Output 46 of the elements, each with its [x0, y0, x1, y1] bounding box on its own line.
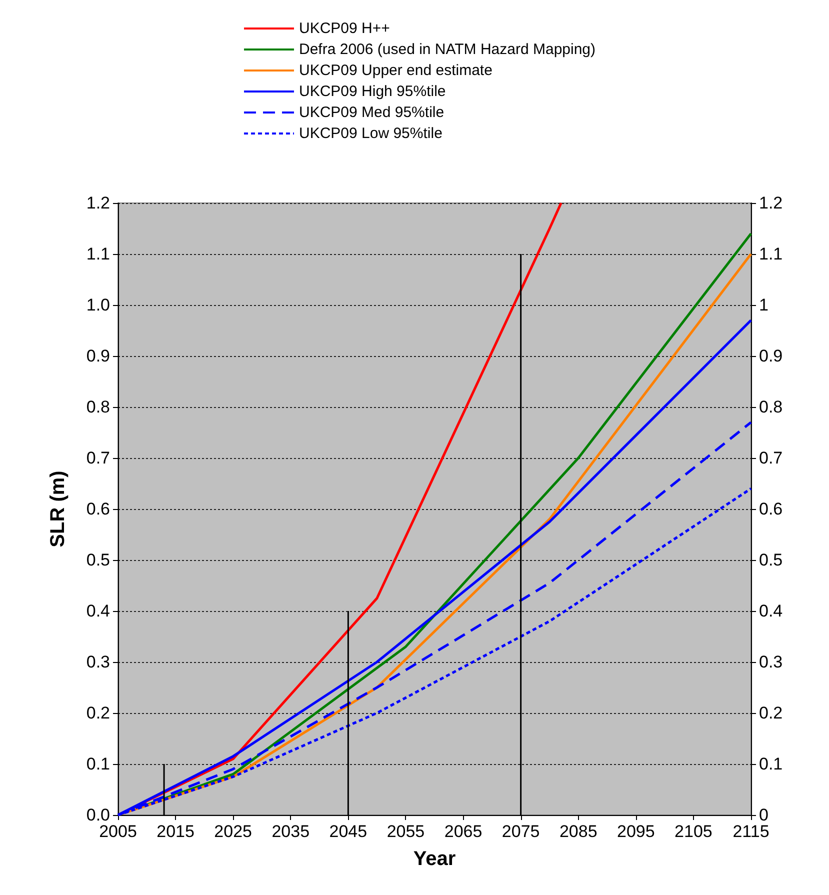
y2-tick-label: 0.4	[759, 602, 783, 620]
y-tick-label: 0.0	[86, 806, 110, 824]
x-tick-label: 2055	[386, 822, 425, 841]
x-tick-label: 2065	[444, 822, 482, 841]
x-tick-label: 2115	[732, 822, 770, 841]
legend-label: UKCP09 High 95%tile	[299, 83, 446, 100]
y-tick-label: 0.5	[86, 550, 110, 570]
x-tick-label: 2005	[99, 822, 137, 841]
x-axis-title: Year	[413, 848, 456, 870]
y-tick-label: 0.8	[86, 398, 110, 416]
y-tick-label: 0.3	[86, 652, 110, 672]
y-tick-label: 0.1	[86, 754, 110, 774]
y2-tick-label: 1.2	[759, 194, 783, 212]
y2-tick-label: 1.1	[759, 244, 783, 264]
y-tick-label: 1.1	[86, 244, 110, 264]
y2-tick-label: 1	[759, 296, 768, 314]
legend-label: Defra 2006 (used in NATM Hazard Mapping)	[299, 41, 596, 58]
y2-tick-label: 0.9	[759, 346, 783, 366]
x-tick-label: 2075	[502, 822, 540, 841]
legend-label: UKCP09 Upper end estimate	[299, 62, 492, 79]
y-tick-label: 0.9	[86, 346, 110, 366]
y2-tick-label: 0.5	[759, 550, 783, 570]
y-tick-label: 0.4	[86, 602, 110, 620]
legend-label: UKCP09 H++	[299, 20, 390, 37]
y-axis-title: SLR (m)	[47, 470, 69, 548]
legend-label: UKCP09 Med 95%tile	[299, 104, 444, 121]
x-tick-label: 2085	[559, 822, 598, 841]
y2-tick-label: 0.2	[759, 704, 783, 722]
y-tick-label: 0.2	[86, 704, 110, 722]
y2-tick-label: 0.7	[759, 448, 783, 468]
y2-tick-label: 0.1	[759, 754, 783, 774]
y-tick-label: 1.2	[86, 194, 110, 212]
legend-label: UKCP09 Low 95%tile	[299, 125, 442, 142]
y-tick-label: 0.6	[86, 500, 110, 518]
y-tick-label: 1.0	[86, 296, 110, 314]
y2-tick-label: 0	[759, 806, 768, 824]
x-tick-label: 2025	[214, 822, 252, 841]
x-tick-label: 2015	[156, 822, 194, 841]
y2-tick-label: 0.6	[759, 500, 783, 518]
x-tick-label: 2035	[272, 822, 310, 841]
y2-tick-label: 0.8	[759, 398, 783, 416]
x-tick-label: 2105	[674, 822, 712, 841]
x-tick-label: 2095	[616, 822, 655, 841]
y-tick-label: 0.7	[86, 448, 110, 468]
x-tick-label: 2045	[329, 822, 368, 841]
y2-tick-label: 0.3	[759, 652, 783, 672]
